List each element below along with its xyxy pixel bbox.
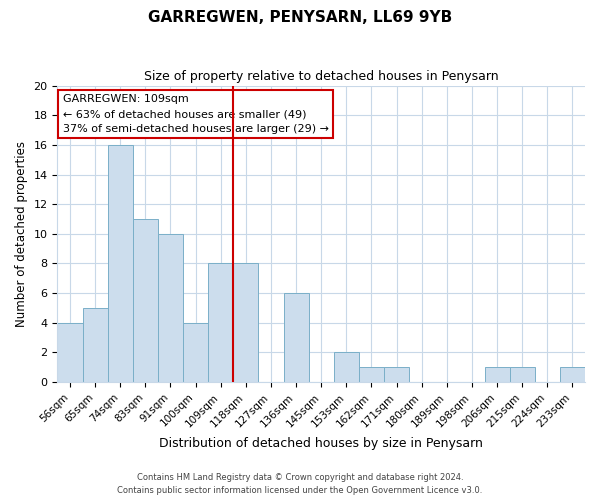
Text: GARREGWEN: 109sqm
← 63% of detached houses are smaller (49)
37% of semi-detached: GARREGWEN: 109sqm ← 63% of detached hous… — [62, 94, 329, 134]
Bar — [133, 219, 158, 382]
Bar — [334, 352, 359, 382]
Bar — [183, 323, 208, 382]
Bar — [233, 264, 259, 382]
Text: Contains HM Land Registry data © Crown copyright and database right 2024.
Contai: Contains HM Land Registry data © Crown c… — [118, 474, 482, 495]
Bar — [384, 368, 409, 382]
Bar — [284, 293, 308, 382]
Bar — [107, 145, 133, 382]
Bar — [485, 368, 509, 382]
Bar — [509, 368, 535, 382]
Text: GARREGWEN, PENYSARN, LL69 9YB: GARREGWEN, PENYSARN, LL69 9YB — [148, 10, 452, 25]
Bar — [158, 234, 183, 382]
Title: Size of property relative to detached houses in Penysarn: Size of property relative to detached ho… — [144, 70, 499, 83]
X-axis label: Distribution of detached houses by size in Penysarn: Distribution of detached houses by size … — [159, 437, 483, 450]
Bar — [359, 368, 384, 382]
Bar — [208, 264, 233, 382]
Y-axis label: Number of detached properties: Number of detached properties — [15, 141, 28, 327]
Bar — [58, 323, 83, 382]
Bar — [83, 308, 107, 382]
Bar — [560, 368, 585, 382]
